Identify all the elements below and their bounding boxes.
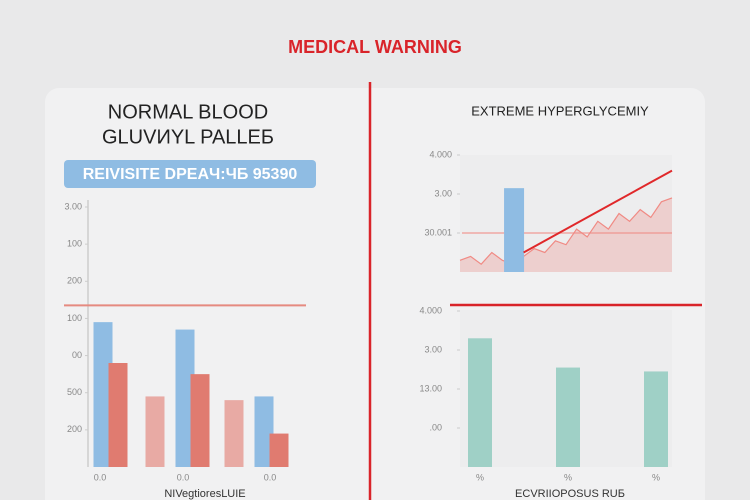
y-tick-label: .00 <box>429 422 442 432</box>
x-tick-label: % <box>564 472 572 482</box>
banner <box>64 160 316 188</box>
y-tick-label: 500 <box>67 387 82 397</box>
y-tick-label: 100 <box>67 313 82 323</box>
bar <box>644 371 668 467</box>
y-tick-label: 3.00 <box>434 188 452 198</box>
bar <box>190 374 210 467</box>
chart-title: EXTREME HYPERGLYCEMIY <box>471 103 649 118</box>
y-tick-label: 30.001 <box>424 227 452 237</box>
y-tick-label: 13.00 <box>419 383 442 393</box>
y-tick-label: 4.000 <box>429 149 452 159</box>
bar <box>175 329 195 467</box>
trend-line <box>523 169 673 254</box>
y-tick-label: 3.00 <box>424 344 442 354</box>
y-tick-label: 100 <box>67 239 82 249</box>
bar <box>269 433 289 467</box>
bar <box>224 400 244 467</box>
area-fill <box>460 197 672 272</box>
x-tick-label: 0.0 <box>177 472 190 482</box>
y-tick-label: 3.00 <box>64 201 82 211</box>
x-tick-label: % <box>652 472 660 482</box>
x-axis-label: ECVRIIOPOSUS RUБ <box>515 488 625 500</box>
page-title: MEDICAL WARNING <box>288 37 462 57</box>
bar <box>145 396 165 467</box>
bar <box>468 338 492 467</box>
y-tick-label: 200 <box>67 276 82 286</box>
bar <box>108 363 128 467</box>
panel-heading: GLUVИYL PALLEБ <box>102 126 274 148</box>
bar <box>504 188 525 272</box>
y-tick-label: 00 <box>72 350 82 360</box>
y-tick-label: 200 <box>67 424 82 434</box>
banner-text: REIVISITE DPEAЧ:ЧБ 95390 <box>83 166 298 183</box>
x-tick-label: % <box>476 472 484 482</box>
bar <box>93 322 113 467</box>
x-tick-label: 0.0 <box>94 472 107 482</box>
area-line <box>459 197 673 266</box>
bar <box>254 396 274 467</box>
panel-heading: NORMAL BLOOD <box>108 101 268 123</box>
x-axis-label: NIVegtioresLUIE <box>164 488 245 500</box>
x-tick-label: 0.0 <box>264 472 277 482</box>
bar <box>556 367 580 467</box>
y-tick-label: 4.000 <box>419 305 442 315</box>
